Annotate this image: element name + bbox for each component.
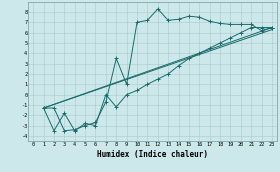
- X-axis label: Humidex (Indice chaleur): Humidex (Indice chaleur): [97, 149, 208, 159]
